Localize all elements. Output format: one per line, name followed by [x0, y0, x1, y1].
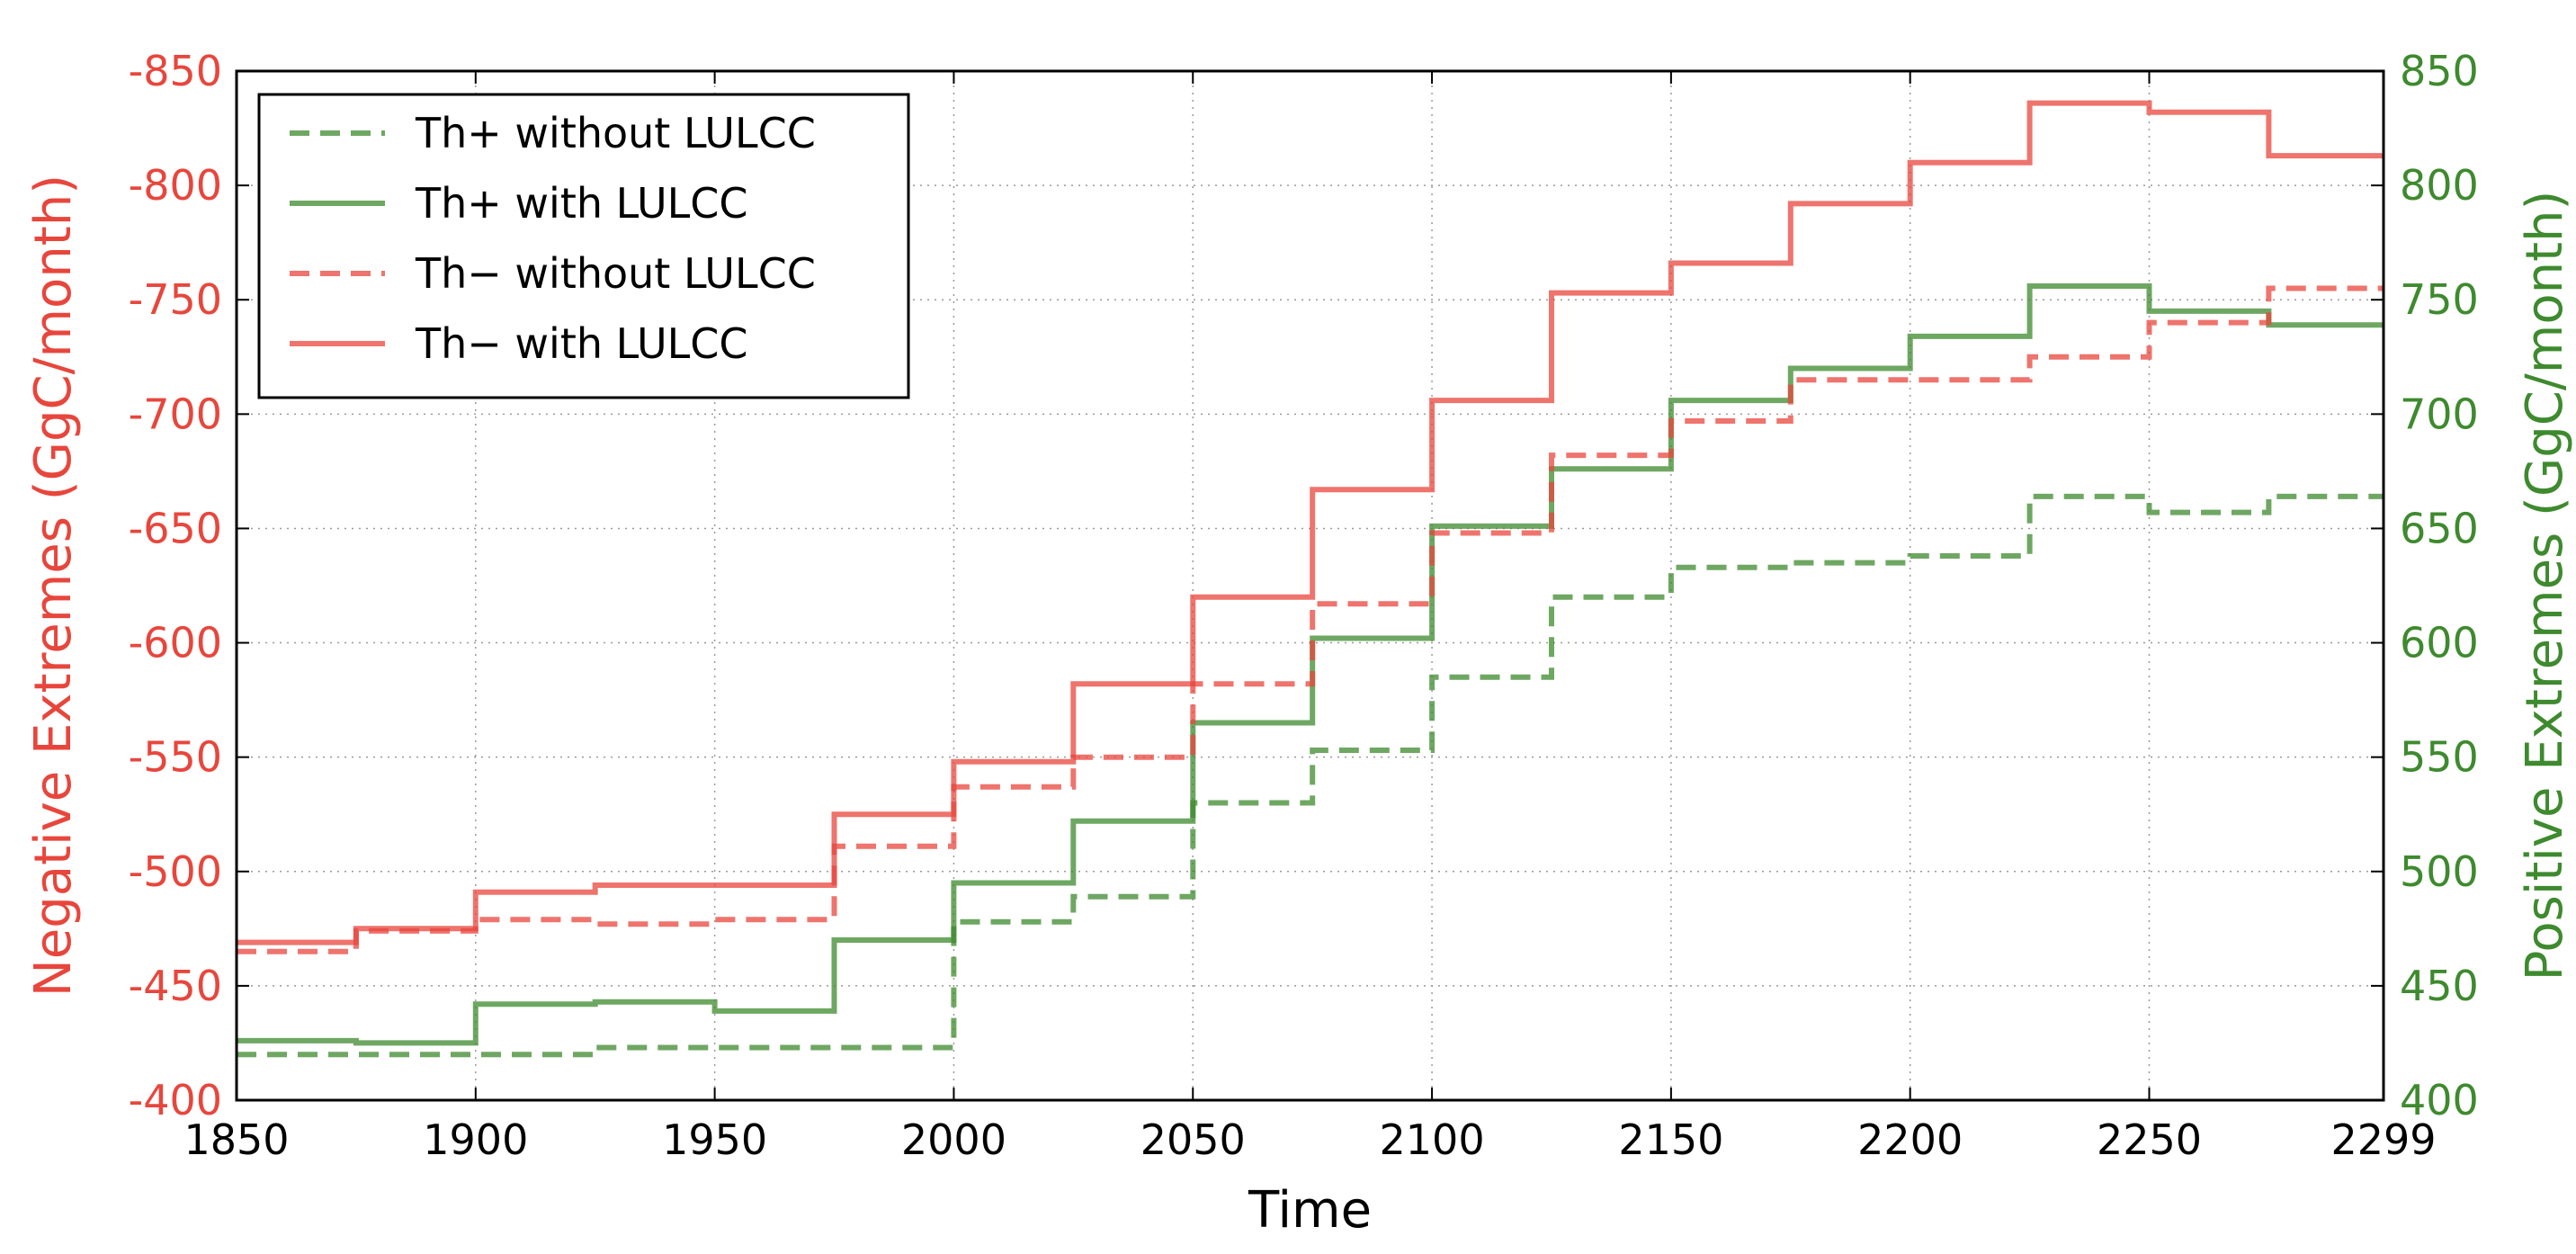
- legend-box: [257, 93, 910, 399]
- y-right-tick-label: 650: [2400, 504, 2479, 552]
- y-left-tick-label: -650: [129, 504, 222, 552]
- y-right-tick-label: 450: [2400, 962, 2479, 1010]
- x-tick-label: 2200: [1857, 1115, 1963, 1164]
- y-right-tick-label: 850: [2400, 47, 2479, 95]
- x-tick-label: 2000: [901, 1115, 1006, 1164]
- x-tick-label: 2150: [1618, 1115, 1723, 1164]
- x-axis-label: Time: [1248, 1181, 1372, 1240]
- y-right-tick-label: 800: [2400, 161, 2479, 210]
- y-left-tick-label: -450: [129, 962, 222, 1010]
- y-right-tick-label: 400: [2400, 1076, 2479, 1124]
- y-right-tick-label: 500: [2400, 847, 2479, 896]
- x-tick-label: 2250: [2097, 1115, 2202, 1164]
- x-tick-label: 1950: [662, 1115, 767, 1164]
- legend: Th+ without LULCC Th+ with LULCC Th− witho…: [257, 93, 910, 399]
- series-line-0: [237, 493, 2384, 1058]
- x-tick-label: 2299: [2330, 1115, 2436, 1164]
- series-line-1: [237, 283, 2384, 1046]
- series-layer: [237, 100, 2384, 1058]
- series-line-3: [237, 100, 2384, 945]
- x-tick-label: 1850: [183, 1115, 289, 1164]
- x-tick-label: 2100: [1380, 1115, 1485, 1164]
- legend-label: Th+ without LULCC: [415, 109, 816, 157]
- y-right-tick-label: 600: [2400, 619, 2479, 667]
- y-left-tick-label: -550: [129, 733, 222, 782]
- plot-frame: [235, 69, 2385, 1102]
- y-axis-left-label: Negative Extremes (GgC/month): [24, 175, 83, 997]
- x-tick-label: 2050: [1140, 1115, 1246, 1164]
- y-left-tick-label: -800: [129, 161, 222, 210]
- y-right-tick-label: 750: [2400, 275, 2479, 324]
- series-line-2: [237, 285, 2384, 954]
- y-left-tick-label: -400: [129, 1076, 222, 1124]
- y-left-tick-label: -850: [129, 47, 222, 95]
- y-right-tick-label: 700: [2400, 390, 2479, 438]
- y-right-tick-label: 550: [2400, 733, 2479, 782]
- x-tick-label: 1900: [423, 1115, 528, 1164]
- legend-label: Th− with LULCC: [415, 319, 748, 368]
- y-axis-right-label: Positive Extremes (GgC/month): [2516, 191, 2574, 981]
- ticks: 1850 1900 1950 2000 2050 2100 2150 2200 2250 2299…: [129, 47, 2479, 1164]
- y-left-tick-label: -600: [129, 619, 222, 667]
- legend-label: Th− without LULCC: [415, 249, 816, 298]
- legend-label: Th+ with LULCC: [415, 179, 748, 228]
- y-left-tick-label: -700: [129, 390, 222, 438]
- y-left-tick-label: -750: [129, 275, 222, 324]
- y-left-tick-label: -500: [129, 847, 222, 896]
